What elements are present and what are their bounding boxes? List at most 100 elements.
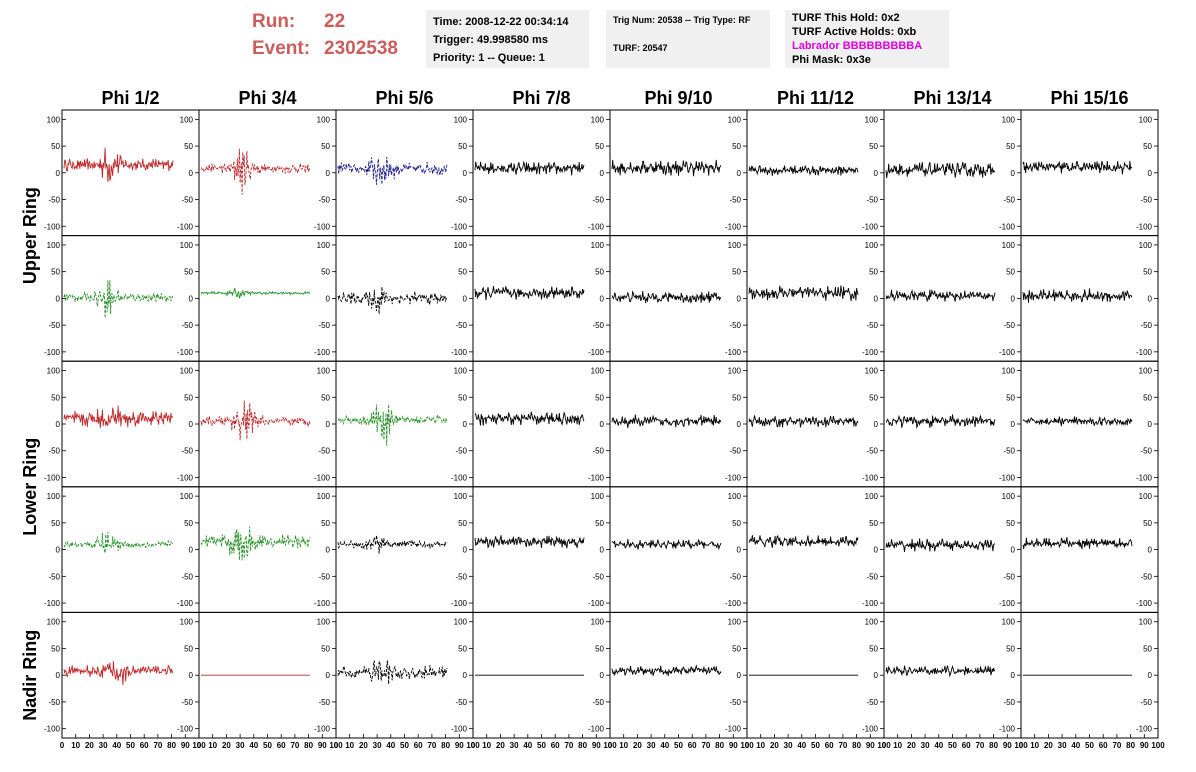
x-tick-label: 50 <box>400 741 409 750</box>
waveform-panel: 100 50 0 -50 -100 <box>746 611 885 739</box>
column-title: Phi 1/2 <box>101 88 159 108</box>
x-tick-label: 50 <box>674 741 683 750</box>
y-tick-label: 0 <box>326 546 331 555</box>
x-tick-label: 90 <box>592 741 601 750</box>
y-tick-label: -100 <box>862 348 879 357</box>
y-tick-label: 100 <box>591 367 605 376</box>
y-tick-label: 100 <box>1139 115 1153 124</box>
y-tick-label: 50 <box>458 142 467 151</box>
y-tick-label: -100 <box>862 222 879 231</box>
x-tick-label: 80 <box>304 741 313 750</box>
y-tick-label: 50 <box>458 519 467 528</box>
waveform-trace <box>885 538 995 553</box>
x-tick-label: 30 <box>373 741 382 750</box>
y-tick-label: 0 <box>463 294 468 303</box>
y-tick-label: 50 <box>732 142 741 151</box>
y-tick-label: -50 <box>592 698 604 707</box>
waveform-trace <box>337 660 448 685</box>
x-tick-label: 80 <box>1126 741 1135 750</box>
x-tick-label: 90 <box>318 741 327 750</box>
waveform-trace <box>1022 537 1133 550</box>
y-tick-label: 0 <box>1148 169 1153 178</box>
y-tick-label: 0 <box>874 169 879 178</box>
x-tick-label: 30 <box>99 741 108 750</box>
column-title: Phi 5/6 <box>375 88 433 108</box>
y-tick-label: 0 <box>737 546 742 555</box>
y-tick-label: 100 <box>865 492 879 501</box>
waveform-panel: 100 50 0 -50 -100 <box>472 235 611 362</box>
y-tick-label: 50 <box>869 393 878 402</box>
y-tick-label: -100 <box>177 725 194 734</box>
x-tick-label: 70 <box>290 741 299 750</box>
y-tick-label: -50 <box>181 321 193 330</box>
y-tick-label: 50 <box>184 268 193 277</box>
x-tick-label: 20 <box>1044 741 1053 750</box>
event-label: Event: <box>252 38 311 59</box>
waveform-panel: 100 50 0 -50 -100 <box>609 360 748 488</box>
ring-label: Upper Ring <box>20 187 40 284</box>
y-tick-label: 50 <box>869 142 878 151</box>
y-tick-label: 100 <box>1139 492 1153 501</box>
x-tick-label: 50 <box>263 741 272 750</box>
y-tick-label: 50 <box>1143 142 1152 151</box>
x-tick-label: 90 <box>1140 741 1149 750</box>
panel-frame <box>198 360 337 488</box>
y-tick-label: -50 <box>729 196 741 205</box>
y-tick-label: 100 <box>591 241 605 250</box>
y-tick-label: -100 <box>44 473 61 482</box>
x-tick-label: 0 <box>608 741 613 750</box>
waveform-panel: 100 50 0 -50 -100 <box>883 109 1022 237</box>
waveform-panel: 100 50 0 -50 -100 <box>198 109 337 237</box>
run-event-block: Run: 22 Event: 2302538 <box>252 8 398 62</box>
y-tick-label: 50 <box>1006 519 1015 528</box>
y-tick-label: 50 <box>51 393 60 402</box>
y-tick-label: -100 <box>314 222 331 231</box>
turf-info-box: TURF This Hold: 0x2 TURF Active Holds: 0… <box>785 10 949 68</box>
y-tick-label: 100 <box>865 367 879 376</box>
waveform-panel: 100 50 0 -50 -100 <box>1020 486 1159 613</box>
y-tick-label: 0 <box>56 294 61 303</box>
panel-frame <box>61 109 200 237</box>
y-tick-label: 50 <box>732 393 741 402</box>
y-tick-label: -50 <box>455 572 467 581</box>
y-tick-label: 50 <box>1143 644 1152 653</box>
trig-num-text: Trig Num: 20538 -- Trig Type: RF <box>613 15 751 25</box>
x-tick-label: 30 <box>921 741 930 750</box>
waveform-panel: 100 50 0 -50 -100 <box>472 611 611 739</box>
y-tick-label: 100 <box>591 618 605 627</box>
waveform-trace <box>337 535 448 554</box>
y-tick-label: -100 <box>862 473 879 482</box>
x-tick-label: 90 <box>455 741 464 750</box>
y-tick-label: 100 <box>591 115 605 124</box>
y-tick-label: 0 <box>326 420 331 429</box>
x-tick-label: 70 <box>564 741 573 750</box>
panel-frame <box>472 360 611 488</box>
x-tick-label: 80 <box>852 741 861 750</box>
panel-frame <box>1020 235 1159 362</box>
y-tick-label: 100 <box>454 241 468 250</box>
y-tick-label: -50 <box>592 447 604 456</box>
y-tick-label: 50 <box>869 644 878 653</box>
x-tick-label: 10 <box>345 741 354 750</box>
y-tick-label: 0 <box>737 671 742 680</box>
x-tick-label: 0 <box>60 741 65 750</box>
waveform-panel: 100 50 0 -50 -100 <box>746 109 885 237</box>
y-tick-label: -50 <box>729 698 741 707</box>
x-tick-label: 40 <box>249 741 258 750</box>
waveform-trace <box>1022 416 1133 427</box>
waveform-panel: 100 50 0 -50 -100 <box>1020 611 1159 739</box>
x-tick-label: 20 <box>907 741 916 750</box>
waveform-trace <box>611 664 722 677</box>
y-tick-label: 50 <box>869 519 878 528</box>
y-tick-label: 100 <box>47 618 61 627</box>
y-tick-label: 50 <box>51 142 60 151</box>
y-tick-label: 50 <box>458 268 467 277</box>
x-tick-label: 100 <box>740 741 754 750</box>
waveform-panel: 100 50 0 -50 -100 <box>198 235 337 362</box>
waveform-trace <box>337 286 448 314</box>
labrador-text: Labrador BBBBBBBBBA <box>792 40 923 52</box>
y-tick-label: 100 <box>180 367 194 376</box>
y-tick-label: 100 <box>865 618 879 627</box>
x-tick-label: 0 <box>197 741 202 750</box>
y-tick-label: 0 <box>1148 420 1153 429</box>
